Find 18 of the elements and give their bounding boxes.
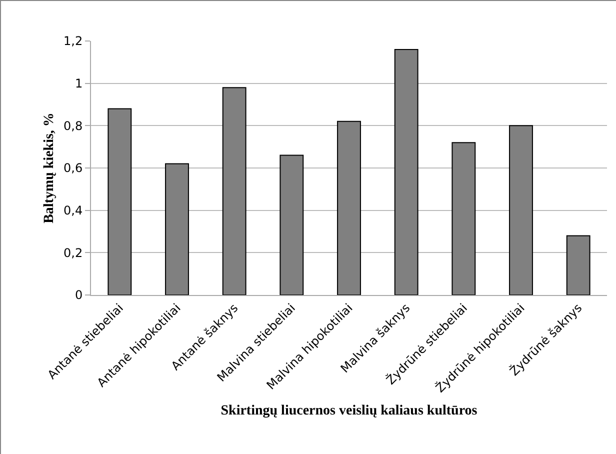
bar [165, 163, 189, 295]
y-tick-label: 0,6 [64, 161, 83, 176]
bar [337, 120, 361, 295]
bar [108, 108, 132, 295]
bar [509, 125, 533, 295]
y-tick-label: 0 [74, 288, 83, 302]
y-tick-label: 1,2 [64, 34, 83, 48]
y-axis-title: Baltymų kiekis, % [42, 112, 57, 224]
y-tick-label: 0,4 [64, 204, 83, 218]
y-tick-label: 0,2 [64, 246, 83, 260]
bar [280, 154, 304, 295]
bar [566, 235, 590, 295]
y-tick-label: 1 [74, 76, 83, 91]
y-tick-label: 0,8 [64, 118, 83, 133]
bar [222, 87, 246, 295]
bar [452, 142, 476, 295]
bar [394, 48, 418, 295]
x-axis-title: Skirtingų liucernos veislių kaliaus kultūros [220, 404, 478, 419]
